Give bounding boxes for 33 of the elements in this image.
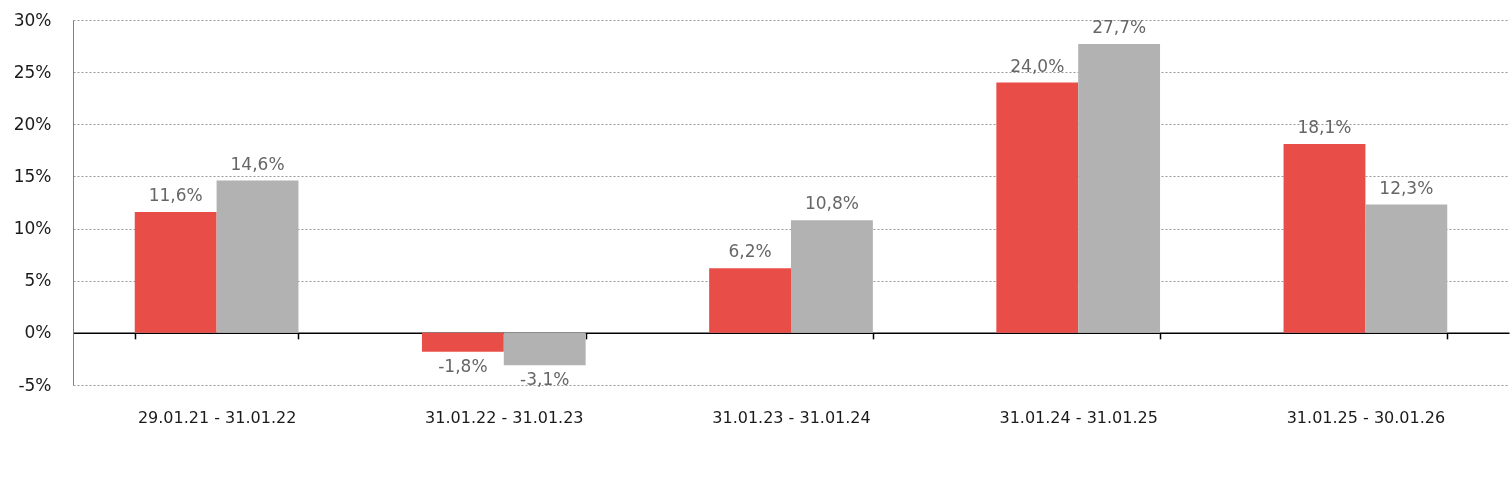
bar [1078, 43, 1161, 333]
data-label: -3,1% [520, 369, 570, 390]
data-label: 11,6% [148, 184, 203, 205]
bar [1365, 204, 1448, 333]
y-tick-label: 0% [24, 322, 52, 343]
data-label: 14,6% [230, 153, 285, 174]
bar [996, 82, 1079, 333]
x-tick-label: 31.01.23 - 31.01.24 [712, 407, 871, 427]
bar [503, 332, 586, 366]
bar [134, 211, 217, 333]
bar [216, 180, 299, 333]
bar [421, 332, 504, 352]
y-tick-label: -5% [18, 374, 52, 395]
bar [709, 268, 791, 333]
data-label: 24,0% [1010, 55, 1065, 76]
bar [791, 220, 873, 333]
data-label: 6,2% [728, 241, 772, 262]
data-label: -1,8% [438, 355, 488, 376]
x-tick-label: 31.01.24 - 31.01.25 [999, 407, 1158, 427]
y-tick-label: 30% [13, 9, 52, 30]
y-tick-label: 10% [13, 218, 52, 239]
x-tick-label: 31.01.22 - 31.01.23 [425, 407, 584, 427]
data-label: 10,8% [804, 193, 859, 214]
y-tick-label: 15% [13, 165, 52, 186]
x-tick-label: 29.01.21 - 31.01.22 [137, 407, 297, 427]
x-tick-label: 31.01.25 - 30.01.26 [1286, 407, 1446, 427]
bar [1283, 144, 1366, 333]
data-label: 12,3% [1379, 177, 1434, 198]
y-tick-label: 20% [13, 113, 52, 134]
y-tick-label: 25% [13, 61, 52, 82]
y-tick-label: 5% [24, 270, 52, 291]
data-label: 18,1% [1297, 117, 1352, 138]
data-label: 27,7% [1092, 16, 1147, 37]
